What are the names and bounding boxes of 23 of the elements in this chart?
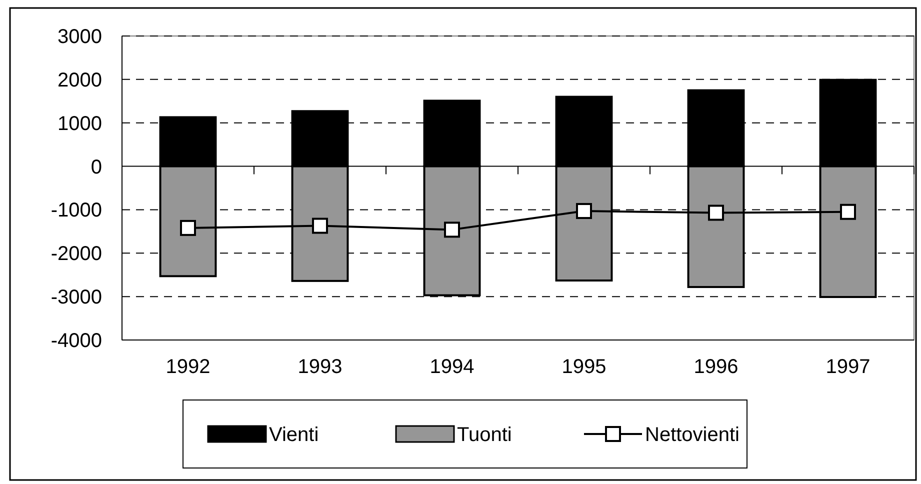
point	[576, 203, 592, 220]
point	[840, 204, 856, 220]
x-tick-label: 1995	[562, 356, 606, 378]
y-tick-label: 1000	[58, 112, 102, 135]
y-tick-label: 3000	[58, 26, 102, 48]
point	[708, 204, 724, 221]
y-tick-label: -1000	[50, 200, 102, 222]
y-tick-label: 2000	[58, 69, 102, 92]
x-tick-label: 1994	[430, 356, 474, 378]
point	[312, 218, 328, 234]
x-tick-label: 1997	[826, 356, 870, 378]
x-tick-label: 1992	[166, 356, 210, 378]
legend-label: Nettovienti	[645, 424, 740, 446]
y-tick-label: 0	[90, 156, 102, 178]
y-tick-label: -2000	[50, 243, 102, 266]
y-tick-label: -4000	[50, 330, 102, 352]
x-tick-label: 1996	[694, 356, 738, 378]
y-tick-label: -3000	[50, 286, 102, 309]
x-tick-label: 1993	[298, 356, 342, 378]
point	[180, 220, 196, 236]
point	[444, 222, 460, 238]
legend-label: Tuonti	[457, 424, 512, 446]
legend-label: Vienti	[269, 424, 319, 446]
